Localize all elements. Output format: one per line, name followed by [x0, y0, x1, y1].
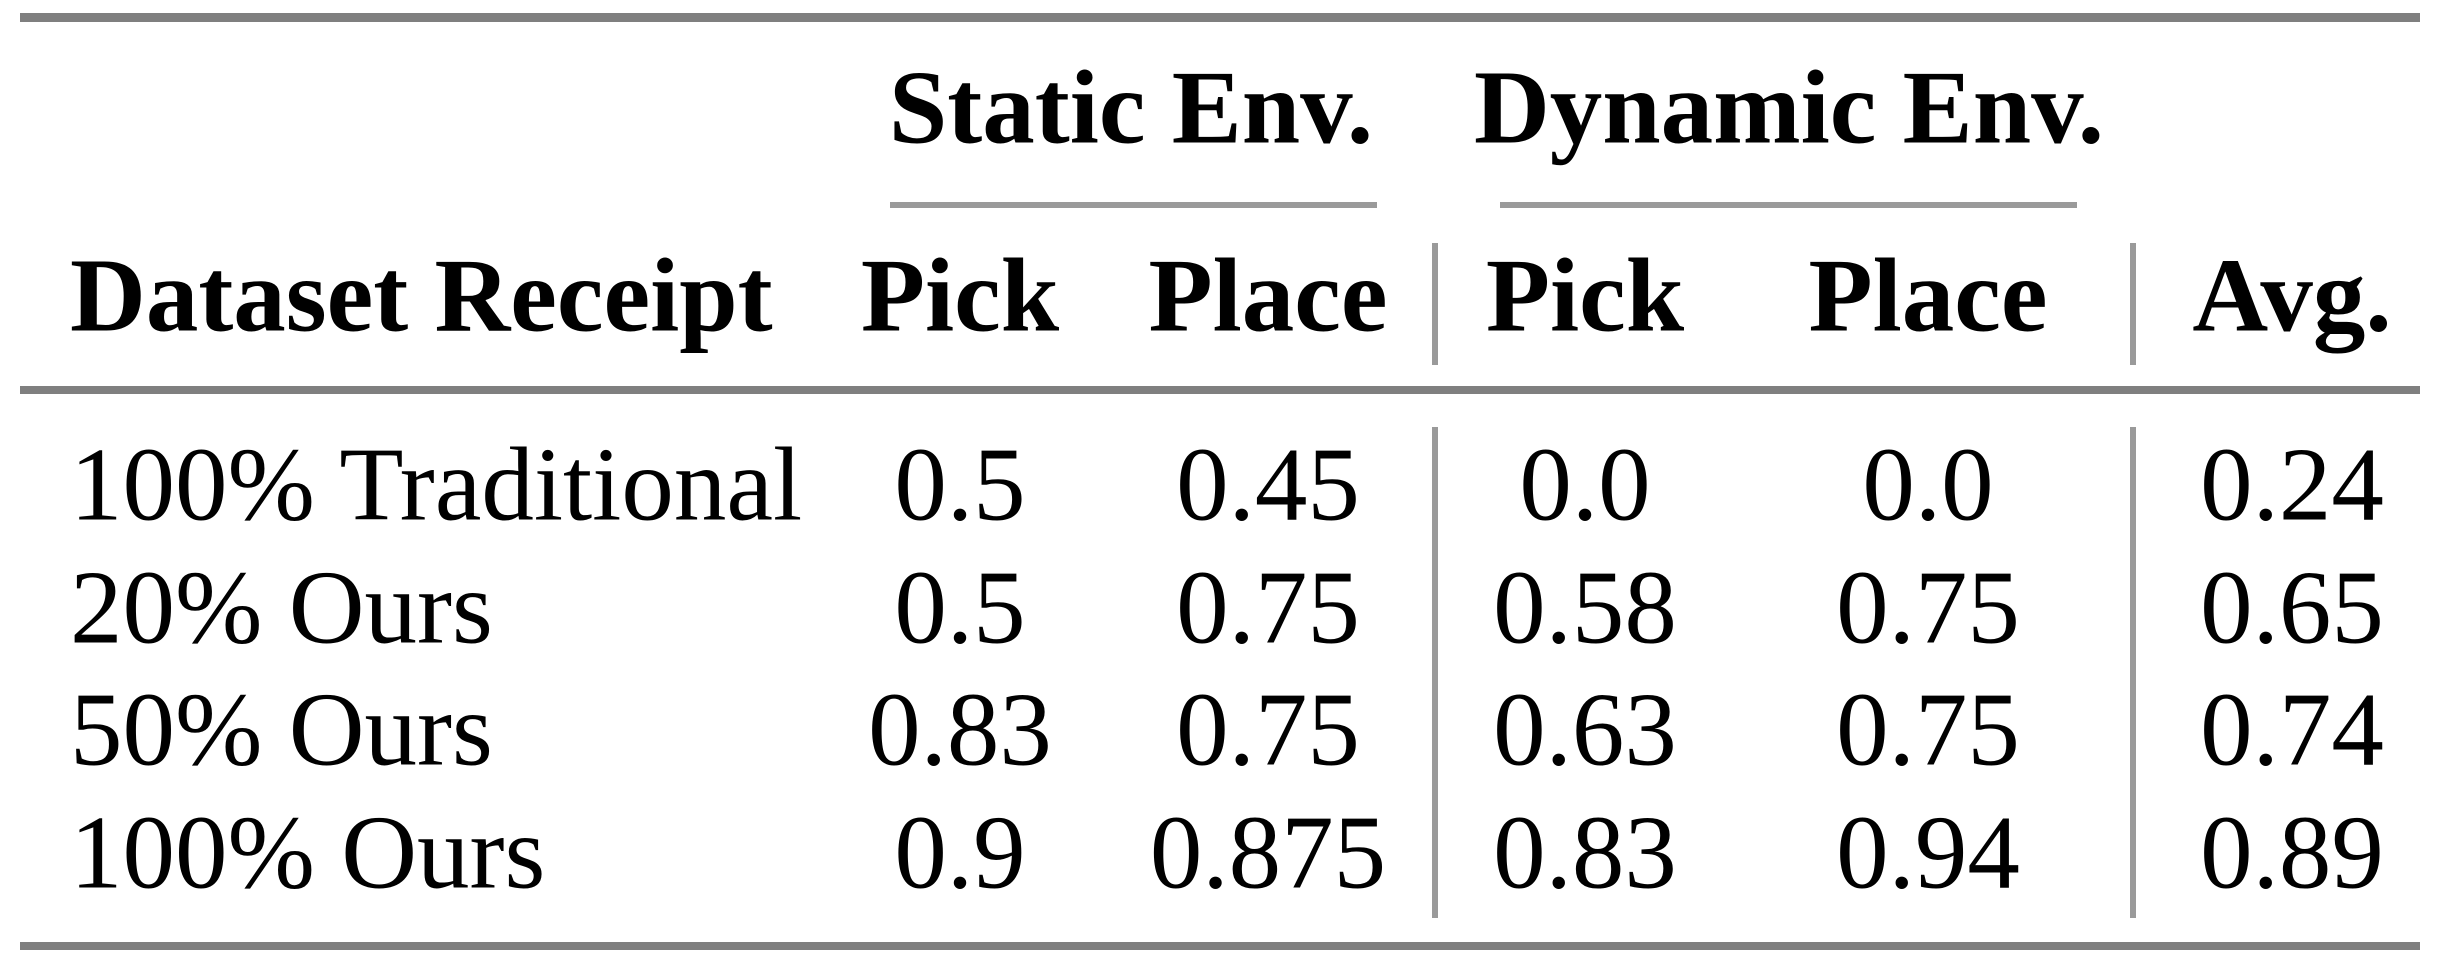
cell-static-place: 0.75: [1176, 670, 1360, 788]
cell-static-place: 0.45: [1176, 425, 1360, 543]
cell-static-pick: 0.83: [868, 670, 1052, 788]
col-header-dynamic-place: Place: [1808, 236, 2048, 354]
cell-dynamic-place: 0.75: [1836, 670, 2020, 788]
cell-dynamic-pick: 0.63: [1493, 670, 1677, 788]
col-header-dataset-receipt: Dataset Receipt: [70, 236, 773, 354]
cell-avg: 0.24: [2200, 425, 2384, 543]
cell-dynamic-pick: 0.58: [1493, 548, 1677, 666]
group-header-static-env: Static Env.: [888, 48, 1374, 166]
cell-dynamic-place: 0.75: [1836, 548, 2020, 666]
cell-avg: 0.89: [2200, 793, 2384, 911]
col-header-static-pick: Pick: [860, 236, 1060, 354]
cell-dynamic-pick: 0.0: [1519, 425, 1651, 543]
cell-dynamic-place: 0.0: [1862, 425, 1994, 543]
cell-static-pick: 0.5: [894, 548, 1026, 666]
group-header-dynamic-env: Dynamic Env.: [1473, 48, 2105, 166]
cell-avg: 0.74: [2200, 670, 2384, 788]
header-rule: [20, 386, 2420, 394]
vertical-divider-static-dynamic-body: [1432, 427, 1438, 918]
row-label: 100% Traditional: [70, 425, 803, 543]
vertical-divider-static-dynamic-header: [1432, 243, 1438, 365]
cell-static-pick: 0.5: [894, 425, 1026, 543]
cell-dynamic-pick: 0.83: [1493, 793, 1677, 911]
col-header-avg: Avg.: [2192, 236, 2392, 354]
col-header-static-place: Place: [1148, 236, 1388, 354]
top-rule: [20, 13, 2420, 22]
vertical-divider-dynamic-avg-header: [2130, 243, 2136, 365]
cell-dynamic-place: 0.94: [1836, 793, 2020, 911]
group-underline-static: [890, 202, 1377, 208]
row-label: 20% Ours: [70, 548, 493, 666]
cell-static-pick: 0.9: [894, 793, 1026, 911]
cell-avg: 0.65: [2200, 548, 2384, 666]
cell-static-place: 0.875: [1149, 793, 1387, 911]
bottom-rule: [20, 942, 2420, 950]
vertical-divider-dynamic-avg-body: [2130, 427, 2136, 918]
row-label: 100% Ours: [70, 793, 546, 911]
row-label: 50% Ours: [70, 670, 493, 788]
cell-static-place: 0.75: [1176, 548, 1360, 666]
group-underline-dynamic: [1500, 202, 2077, 208]
col-header-dynamic-pick: Pick: [1485, 236, 1685, 354]
